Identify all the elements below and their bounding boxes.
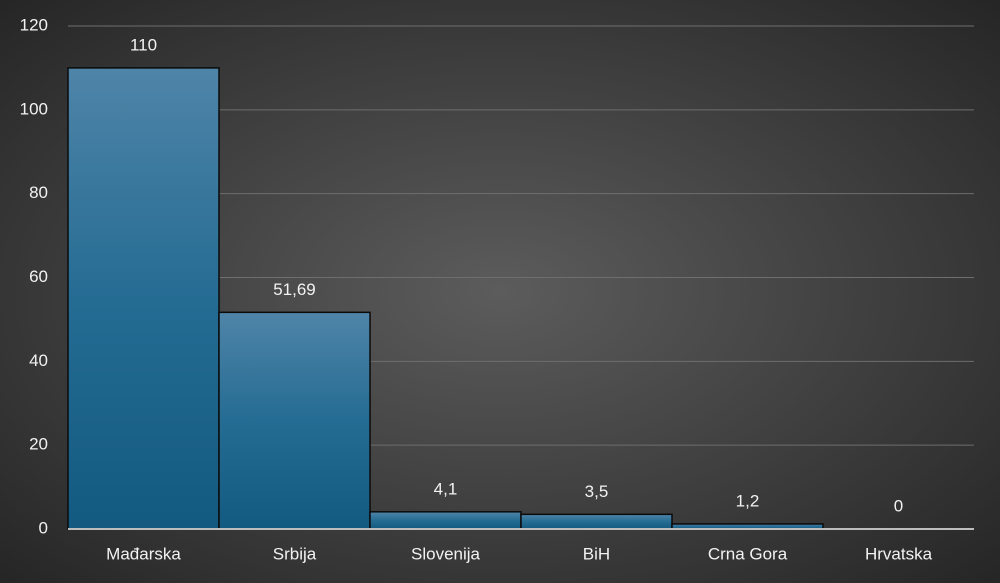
x-tick-label: BiH bbox=[583, 544, 610, 563]
x-tick-label: Slovenija bbox=[411, 544, 481, 563]
bar bbox=[67, 67, 220, 530]
y-tick-label: 60 bbox=[29, 267, 48, 286]
x-tick-label: Crna Gora bbox=[708, 544, 788, 563]
value-label: 51,69 bbox=[273, 280, 316, 299]
value-label: 4,1 bbox=[434, 479, 458, 498]
value-label: 1,2 bbox=[736, 491, 760, 510]
y-tick-label: 40 bbox=[29, 351, 48, 370]
y-tick-label: 0 bbox=[39, 518, 48, 537]
x-tick-label: Srbija bbox=[273, 544, 317, 563]
value-label: 110 bbox=[130, 35, 157, 54]
bar bbox=[520, 513, 673, 530]
bar bbox=[218, 311, 371, 530]
bar bbox=[369, 511, 522, 530]
y-tick-label: 20 bbox=[29, 435, 48, 454]
y-tick-label: 100 bbox=[20, 99, 48, 118]
y-tick-label: 80 bbox=[29, 183, 48, 202]
y-tick-label: 120 bbox=[20, 15, 48, 34]
value-label: 0 bbox=[894, 496, 903, 515]
x-tick-label: Mađarska bbox=[106, 544, 181, 563]
value-label: 3,5 bbox=[585, 482, 609, 501]
x-tick-label: Hrvatska bbox=[865, 544, 933, 563]
